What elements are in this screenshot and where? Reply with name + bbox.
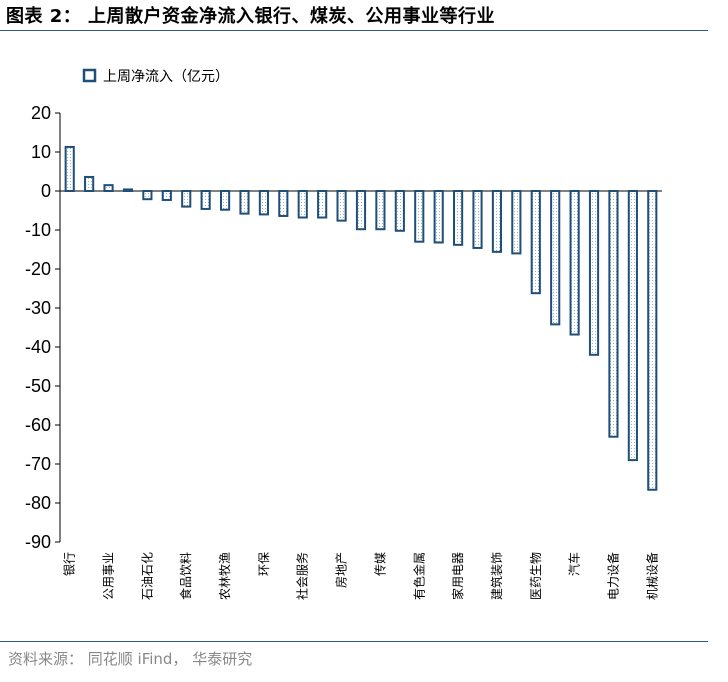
bar: [122, 188, 134, 193]
bar: [103, 184, 114, 192]
y-tick-label: -40: [25, 337, 51, 357]
x-tick-label: 有色金属: [411, 552, 426, 600]
category-labels: 银行 公用事业 石油石化 食品饮料 农林牧渔 环保 社会服务 房地产 传媒 有色金属 家用电器 建筑装…: [63, 552, 660, 600]
bar: [258, 190, 269, 216]
x-tick-label: 家用电器: [450, 552, 465, 600]
x-tick-label: 医药生物: [529, 552, 543, 600]
bar: [569, 190, 580, 336]
x-tick-label: 银行: [63, 552, 77, 576]
x-tick-label: 农林牧渔: [218, 552, 232, 600]
x-tick-label: 公用事业: [102, 552, 116, 600]
y-tick-label: 20: [31, 103, 51, 123]
y-tick-label: -80: [25, 493, 51, 513]
bar: [375, 190, 386, 231]
bar: [550, 190, 561, 326]
bar: [394, 190, 405, 232]
y-tick-label: -20: [25, 259, 51, 279]
y-tick-label: 10: [31, 142, 51, 162]
legend: 上周净流入（亿元）: [82, 68, 229, 85]
bar: [588, 190, 600, 356]
title-divider: [0, 30, 708, 31]
x-tick-label: 传媒: [372, 552, 387, 576]
x-tick-label: 石油石化: [140, 552, 154, 600]
bar: [336, 190, 347, 222]
bar: [297, 190, 308, 219]
bar: [627, 190, 638, 462]
y-tick-label: -50: [25, 376, 51, 396]
bar: [491, 190, 503, 253]
y-tick-label: -70: [25, 454, 51, 474]
x-tick-label: 环保: [257, 552, 271, 576]
x-tick-label: 汽车: [567, 552, 582, 576]
bar: [472, 190, 483, 249]
source-note: 资料来源： 同花顺 iFind， 华泰研究: [8, 650, 253, 668]
x-tick-label: 房地产: [334, 552, 349, 588]
bar: [433, 190, 444, 244]
bar: [161, 190, 172, 201]
x-tick-label: 电力设备: [606, 552, 620, 600]
bar: [181, 190, 192, 208]
y-tick-label: -10: [25, 220, 51, 240]
x-tick-label: 社会服务: [295, 552, 310, 600]
bar: [511, 190, 522, 255]
y-axis-ticks: 20 10 0 -10 -20 -30 -40 -50 -60 -70 -80 -90: [25, 103, 60, 552]
y-tick-label: -30: [25, 298, 51, 318]
bar: [200, 190, 211, 210]
x-tick-label: 食品饮料: [178, 552, 193, 600]
bar: [530, 190, 541, 295]
source-divider: [0, 641, 708, 642]
y-tick-label: 0: [41, 181, 51, 201]
bar: [239, 190, 250, 215]
bar: [608, 190, 619, 438]
bar: [317, 190, 328, 219]
legend-swatch: [82, 68, 97, 83]
bar: [355, 190, 367, 231]
bar: [142, 190, 153, 201]
bar: [414, 190, 425, 243]
x-tick-label: 建筑装饰: [489, 552, 504, 600]
bar: [647, 190, 658, 491]
chart-title: 图表 2： 上周散户资金净流入银行、煤炭、公用事业等行业: [6, 6, 496, 27]
bar-chart: 上周净流入（亿元） 20 10 0 -10 -20 -30 -40 -50 -60 -70 -80 -…: [25, 68, 662, 600]
bar: [219, 190, 231, 211]
bar: [453, 190, 464, 246]
bar: [278, 190, 289, 217]
y-tick-label: -90: [25, 532, 51, 552]
y-tick-label: -60: [25, 415, 51, 435]
bars: [64, 145, 658, 491]
bar: [84, 175, 95, 193]
bar: [64, 145, 75, 192]
legend-label: 上周净流入（亿元）: [103, 69, 229, 85]
x-tick-label: 机械设备: [644, 552, 659, 600]
